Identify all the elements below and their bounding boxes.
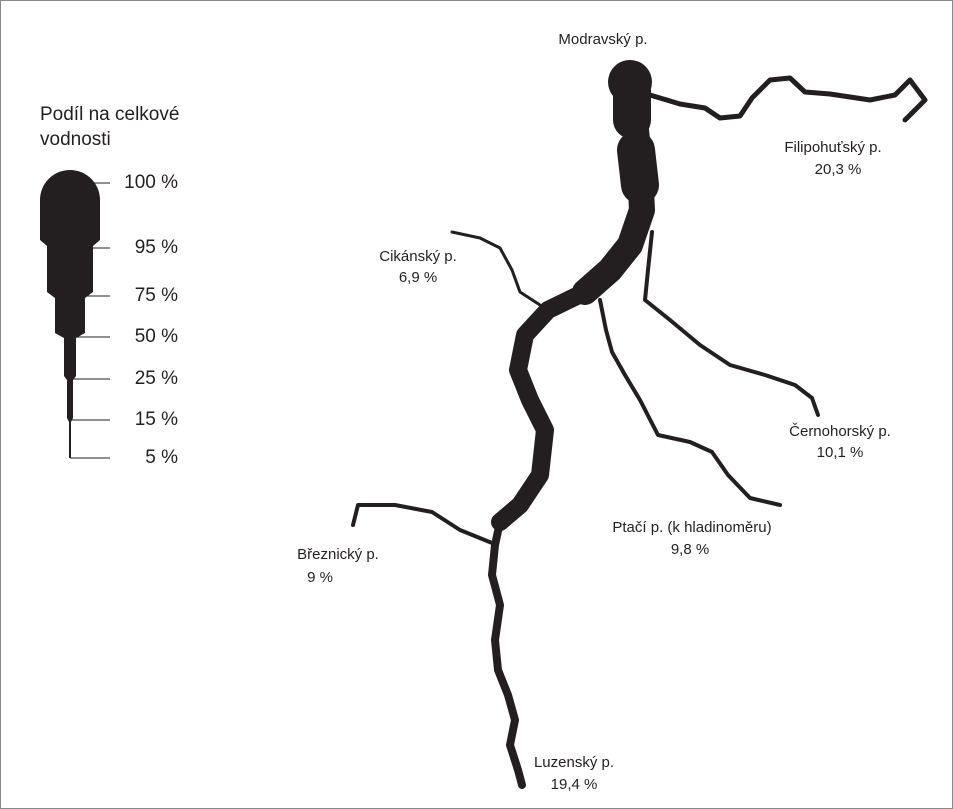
legend-tick-label: 15 % [135, 409, 178, 430]
stream-share: 10,1 % [817, 444, 864, 461]
legend-title: vodnosti [40, 129, 111, 150]
stream-name: Březnický p. [297, 546, 379, 563]
stream-name: Filipohuťský p. [784, 139, 881, 156]
legend-tick-label: 50 % [135, 326, 178, 347]
legend-tick-label: 25 % [135, 368, 178, 389]
legend-shape [40, 170, 100, 458]
legend-tick-label: 75 % [135, 285, 178, 306]
legend-tick-label: 95 % [135, 237, 178, 258]
stream-share: 9 % [307, 569, 333, 586]
legend-title: Podíl na celkové [40, 104, 179, 125]
stream-share: 9,8 % [671, 541, 709, 558]
stream-share: 19,4 % [551, 776, 598, 793]
stream-share: 6,9 % [399, 269, 437, 286]
stream-name: Luzenský p. [534, 754, 614, 771]
legend-tick-label: 100 % [124, 172, 178, 193]
stream-name: Černohorský p. [789, 423, 891, 440]
legend-tick-lines [70, 182, 110, 459]
stream-share: 20,3 % [815, 161, 862, 178]
rivers [351, 60, 928, 789]
legend-tick-label: 5 % [145, 447, 178, 468]
stream-name: Modravský p. [558, 31, 647, 48]
stream-name: Ptačí p. (k hladinoměru) [612, 519, 771, 536]
stream-name: Cikánský p. [379, 248, 457, 265]
